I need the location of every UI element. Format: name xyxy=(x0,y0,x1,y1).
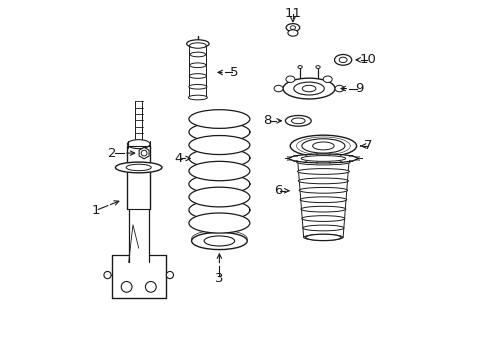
Ellipse shape xyxy=(104,271,111,279)
Ellipse shape xyxy=(203,236,234,246)
Ellipse shape xyxy=(293,82,324,95)
Ellipse shape xyxy=(188,135,249,154)
Circle shape xyxy=(141,150,147,156)
Ellipse shape xyxy=(297,66,302,68)
Ellipse shape xyxy=(189,63,205,68)
Ellipse shape xyxy=(290,135,356,157)
Ellipse shape xyxy=(302,85,315,92)
Ellipse shape xyxy=(312,142,333,150)
Ellipse shape xyxy=(188,95,207,100)
Text: 2: 2 xyxy=(107,147,116,159)
Ellipse shape xyxy=(285,24,299,32)
Text: 4: 4 xyxy=(174,152,182,165)
Ellipse shape xyxy=(274,85,283,92)
Ellipse shape xyxy=(339,57,346,63)
Ellipse shape xyxy=(189,43,206,48)
Text: 1: 1 xyxy=(91,204,100,217)
Ellipse shape xyxy=(188,213,249,233)
Ellipse shape xyxy=(191,232,247,249)
Ellipse shape xyxy=(334,85,344,92)
Text: 8: 8 xyxy=(263,114,271,127)
Ellipse shape xyxy=(301,206,345,212)
Ellipse shape xyxy=(291,118,305,124)
Ellipse shape xyxy=(297,168,349,174)
Ellipse shape xyxy=(303,234,343,240)
Ellipse shape xyxy=(190,41,205,46)
Ellipse shape xyxy=(190,52,205,57)
Ellipse shape xyxy=(334,54,351,65)
Text: 10: 10 xyxy=(359,53,376,66)
Ellipse shape xyxy=(127,140,150,149)
Ellipse shape xyxy=(188,187,249,207)
Text: 3: 3 xyxy=(215,272,223,285)
Ellipse shape xyxy=(166,271,173,279)
Ellipse shape xyxy=(186,40,209,48)
Circle shape xyxy=(145,282,156,292)
Ellipse shape xyxy=(188,110,249,129)
Text: 9: 9 xyxy=(354,82,363,95)
Ellipse shape xyxy=(302,225,344,231)
Ellipse shape xyxy=(299,188,347,193)
Ellipse shape xyxy=(301,216,344,221)
Text: 6: 6 xyxy=(274,184,282,197)
Text: 5: 5 xyxy=(229,66,238,79)
Ellipse shape xyxy=(301,156,345,161)
Ellipse shape xyxy=(287,30,297,36)
Ellipse shape xyxy=(301,139,344,153)
Ellipse shape xyxy=(298,178,348,184)
Ellipse shape xyxy=(188,85,206,89)
Ellipse shape xyxy=(189,74,206,78)
Ellipse shape xyxy=(283,78,334,99)
Ellipse shape xyxy=(300,197,346,203)
Text: 7: 7 xyxy=(363,139,372,152)
Ellipse shape xyxy=(115,162,162,173)
Ellipse shape xyxy=(126,164,151,171)
Text: 11: 11 xyxy=(284,7,301,20)
Ellipse shape xyxy=(323,76,331,82)
Ellipse shape xyxy=(305,234,341,240)
Polygon shape xyxy=(139,147,149,159)
Ellipse shape xyxy=(285,76,294,82)
Ellipse shape xyxy=(315,66,320,68)
Ellipse shape xyxy=(289,154,357,163)
Ellipse shape xyxy=(188,161,249,181)
Ellipse shape xyxy=(285,116,310,126)
Ellipse shape xyxy=(296,159,349,165)
Circle shape xyxy=(121,282,132,292)
